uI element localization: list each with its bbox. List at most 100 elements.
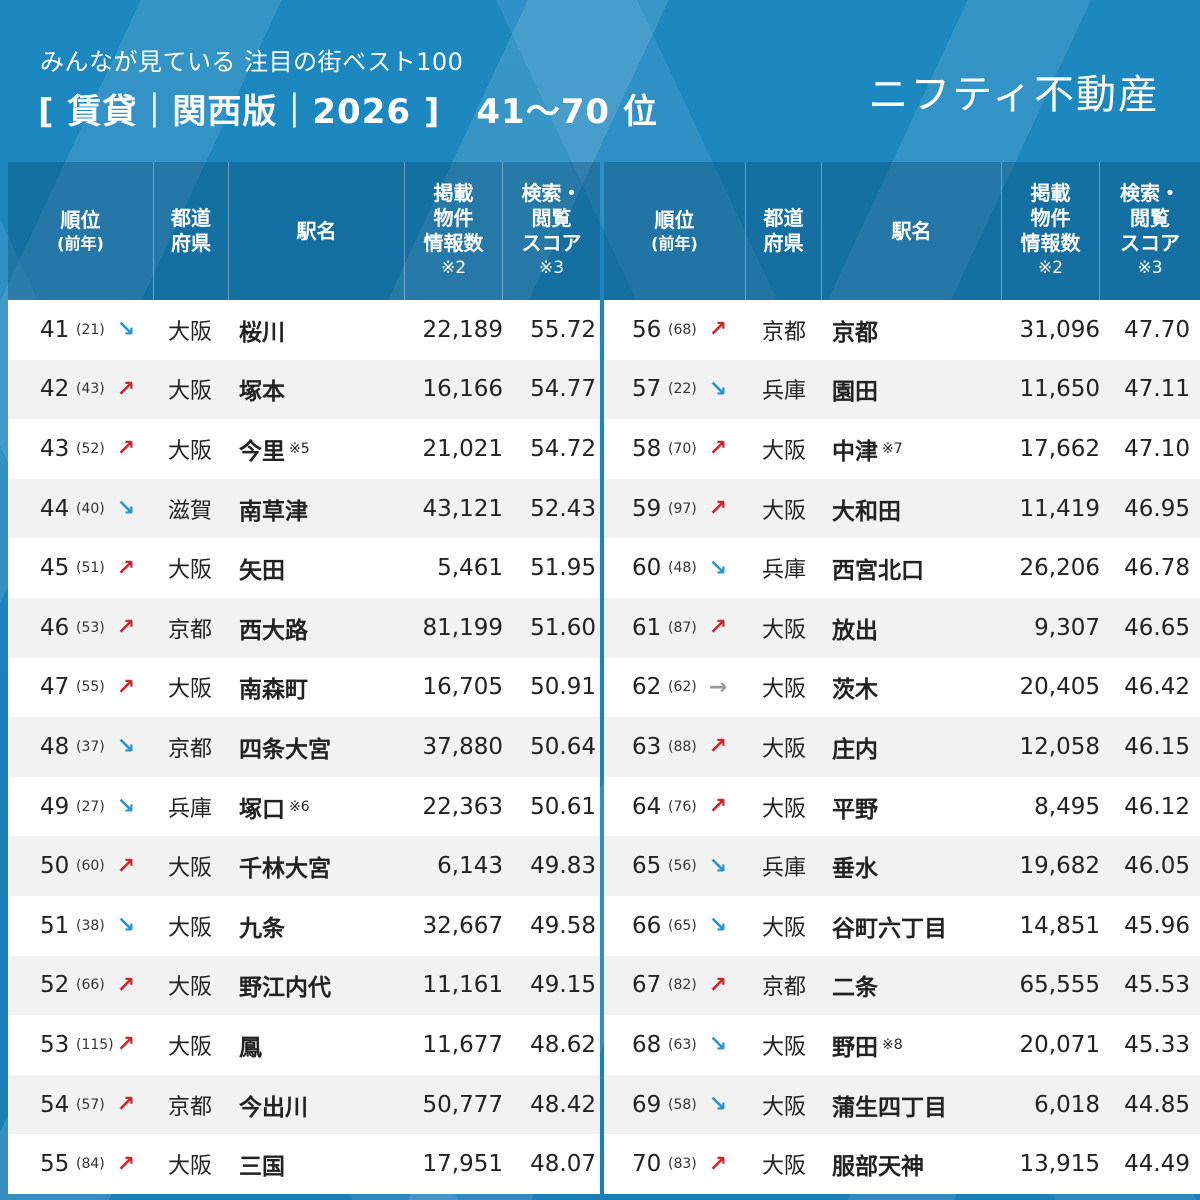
search-score: 54.77	[530, 376, 596, 403]
station-name-text: 茨木	[832, 677, 878, 704]
search-score: 50.64	[530, 733, 596, 760]
trend-up-arrow-icon: ↗	[116, 674, 136, 700]
station-name: 大和田	[822, 479, 1002, 539]
search-score: 48.62	[530, 1031, 596, 1058]
trend-down-arrow-icon: ↘	[708, 1032, 728, 1058]
col-score-note: ※3	[538, 258, 565, 278]
col-pref-line2: 府県	[171, 231, 211, 255]
station-name: 蒲生四丁目	[822, 1075, 1002, 1135]
trend-down-arrow-icon: ↘	[116, 794, 136, 820]
rank: 53	[40, 1031, 70, 1058]
search-score: 47.70	[1124, 316, 1190, 343]
prefecture: 大阪	[168, 856, 213, 882]
col-score-line3: スコア	[1120, 231, 1180, 255]
page-subtitle: みんなが見ている 注目の街ベスト100	[40, 48, 464, 76]
listing-count: 81,199	[422, 614, 503, 641]
trend-up-arrow-icon: ↗	[116, 853, 136, 879]
ranking-table-right: 順位 (前年) 都道 府県 駅名 掲載 物件 情報数 ※2 検索・ 閲覧 スコア…	[604, 162, 1200, 1194]
station-name: 塚本	[229, 360, 405, 420]
station-name: 服部天神	[822, 1134, 1002, 1194]
search-score: 46.15	[1124, 733, 1190, 760]
trend-up-arrow-icon: ↗	[708, 615, 728, 641]
listing-count: 26,206	[1019, 555, 1100, 582]
prefecture: 京都	[168, 617, 213, 643]
listing-count: 14,851	[1019, 912, 1100, 939]
col-prefecture: 都道 府県	[154, 162, 229, 300]
station-name: 三国	[229, 1134, 405, 1194]
station-name: 園田	[822, 360, 1002, 420]
listing-count: 11,650	[1019, 376, 1100, 403]
rank-cell: 41 (21) ↘	[8, 300, 154, 360]
col-listings-line1: 掲載	[433, 181, 474, 205]
previous-rank: (58)	[668, 1096, 697, 1113]
table-row: 52 (66) ↗ 大阪 野江内代 11,161 49.15	[8, 955, 600, 1016]
listing-count: 8,495	[1034, 793, 1100, 820]
listing-count: 11,677	[422, 1031, 503, 1058]
previous-rank: (60)	[76, 858, 105, 875]
station-name-text: 園田	[832, 379, 878, 406]
station-name-text: 三国	[239, 1154, 285, 1181]
rank: 54	[40, 1091, 70, 1118]
previous-rank: (68)	[668, 321, 697, 338]
station-name: 垂水	[822, 836, 1002, 896]
trend-down-arrow-icon: ↘	[116, 734, 136, 760]
previous-rank: (38)	[76, 917, 105, 934]
previous-rank: (51)	[76, 560, 105, 577]
rank-cell: 67 (82) ↗	[604, 956, 746, 1016]
previous-rank: (56)	[668, 858, 697, 875]
listing-count: 16,166	[422, 376, 503, 403]
prefecture: 京都	[762, 975, 807, 1001]
col-rank-label: 順位	[60, 207, 101, 232]
station-name-text: 平野	[832, 796, 878, 823]
table-row: 60 (48) ↘ 兵庫 西宮北口 26,206 46.78	[604, 538, 1200, 598]
col-listings: 掲載 物件 情報数 ※2	[405, 162, 503, 300]
rank: 61	[632, 614, 662, 641]
rank-cell: 44 (40) ↘	[8, 479, 154, 539]
rank-cell: 47 (55) ↗	[8, 658, 154, 718]
station-name: 今出川	[229, 1075, 405, 1135]
rank-cell: 49 (27) ↘	[8, 777, 154, 837]
station-name-text: 今里	[239, 438, 285, 465]
station-name: 野江内代	[229, 956, 405, 1016]
search-score: 46.95	[1124, 495, 1190, 522]
station-name-text: 放出	[832, 617, 878, 644]
station-name-text: 服部天神	[832, 1154, 924, 1181]
prefecture: 大阪	[168, 1154, 213, 1180]
previous-rank: (27)	[76, 798, 105, 815]
station-name-text: 四条大宮	[239, 736, 331, 763]
trend-down-arrow-icon: ↘	[116, 317, 136, 343]
rank-cell: 66 (65) ↘	[604, 896, 746, 956]
trend-down-arrow-icon: ↘	[116, 913, 136, 939]
col-listings-line3: 情報数	[1020, 231, 1081, 255]
table-row: 53 (115) ↗ 大阪 鳳 11,677 48.62	[8, 1015, 600, 1075]
station-name-text: 京都	[832, 319, 878, 346]
table-row: 67 (82) ↗ 京都 二条 65,555 45.53	[604, 955, 1200, 1016]
previous-rank: (55)	[76, 679, 105, 696]
table-row: 62 (62) → 大阪 茨木 20,405 46.42	[604, 658, 1200, 718]
station-name: 桜川	[229, 300, 405, 360]
rank-cell: 57 (22) ↘	[604, 360, 746, 420]
listing-count: 32,667	[422, 912, 503, 939]
rank: 69	[632, 1091, 662, 1118]
listing-count: 5,461	[437, 555, 503, 582]
station-name: 四条大宮	[229, 717, 405, 777]
table-row: 69 (58) ↘ 大阪 蒲生四丁目 6,018 44.85	[604, 1074, 1200, 1135]
ranking-tables: 順位 (前年) 都道 府県 駅名 掲載 物件 情報数 ※2 検索・ 閲覧 スコア…	[8, 162, 1200, 1194]
station-name-text: 九条	[239, 915, 285, 942]
listing-count: 50,777	[422, 1091, 503, 1118]
previous-rank: (115)	[76, 1036, 114, 1053]
station-name-text: 蒲生四丁目	[832, 1094, 947, 1121]
footnote-mark: ※7	[882, 440, 903, 457]
prefecture: 京都	[762, 319, 807, 345]
table-row: 57 (22) ↘ 兵庫 園田 11,650 47.11	[604, 359, 1200, 420]
col-listings-note: ※2	[440, 258, 467, 278]
prefecture: 兵庫	[762, 379, 807, 405]
col-prefecture: 都道 府県	[746, 162, 822, 300]
col-score-line2: 閲覧	[1130, 206, 1170, 230]
previous-rank: (21)	[76, 321, 105, 338]
search-score: 52.43	[530, 495, 596, 522]
col-pref-line2: 府県	[763, 231, 804, 255]
previous-rank: (70)	[668, 440, 697, 457]
rank-cell: 43 (52) ↗	[8, 419, 154, 479]
prefecture: 大阪	[762, 1094, 807, 1120]
